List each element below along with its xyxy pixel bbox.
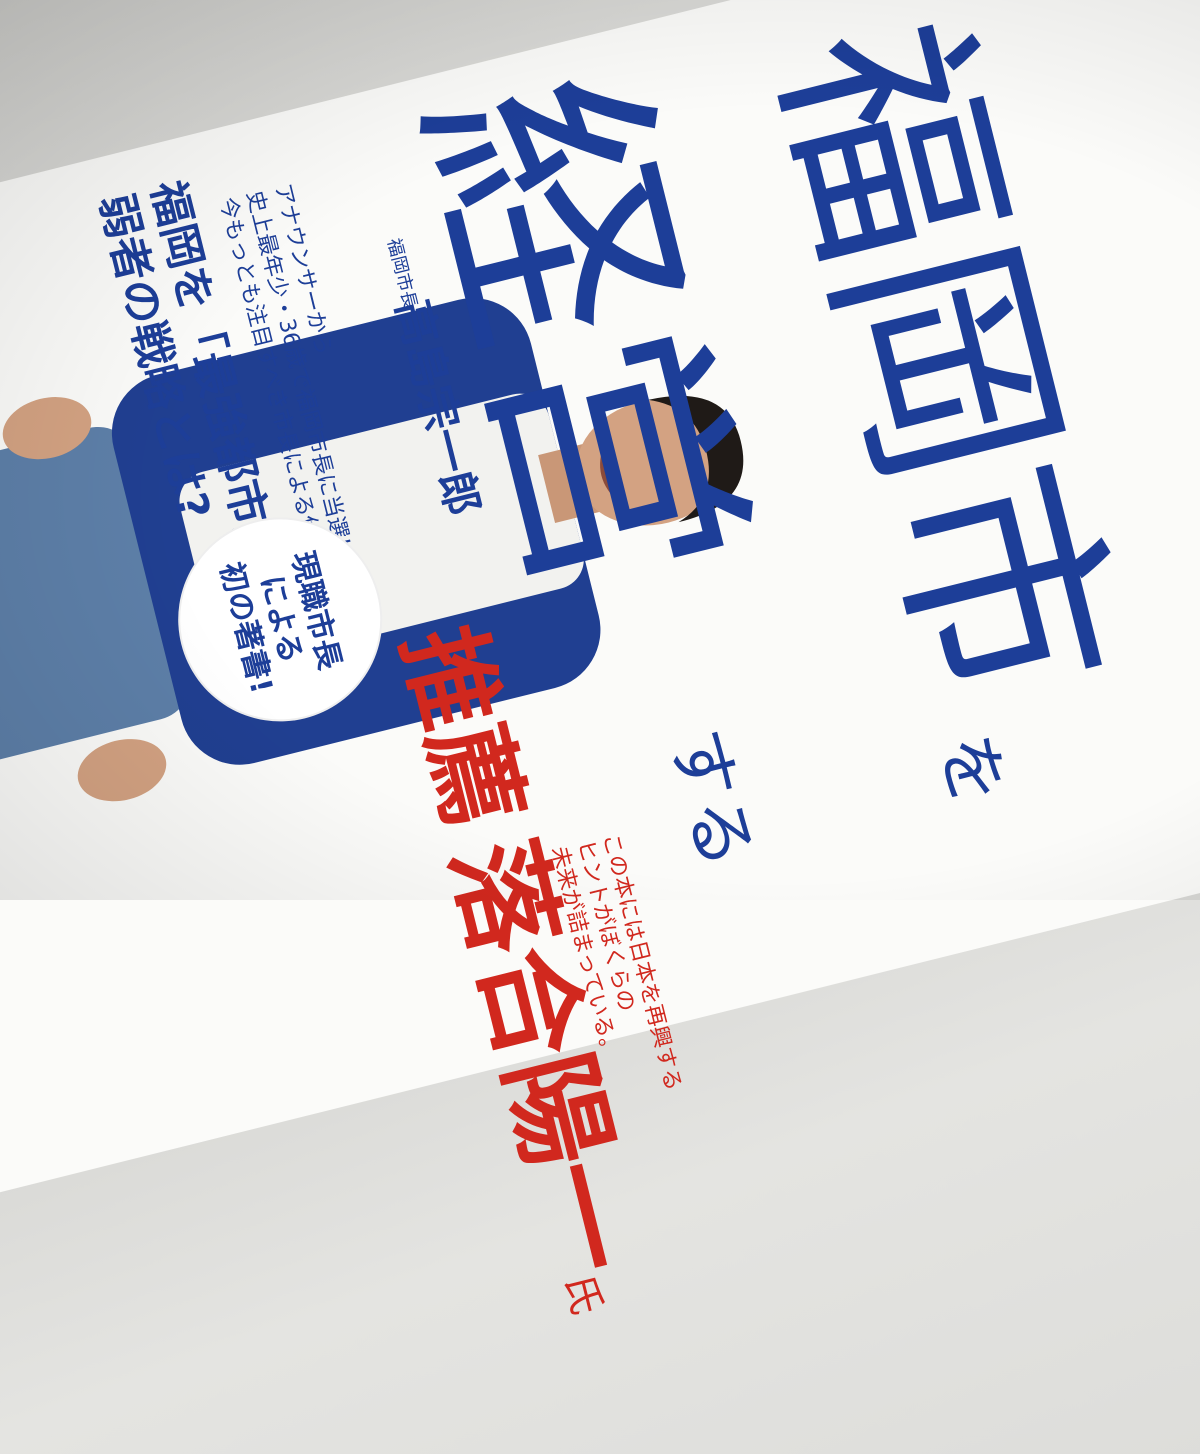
hair	[648, 395, 744, 523]
hand	[2, 397, 92, 460]
honorific: 氏	[555, 1269, 610, 1320]
photo: 福岡市 を 経営 する 推薦 落合陽一 氏 この本には日本を再興する ヒントがぼ…	[0, 0, 1200, 1319]
book-cover: 福岡市 を 経営 する 推薦 落合陽一 氏 この本には日本を再興する ヒントがぼ…	[0, 0, 1156, 1320]
smile	[600, 442, 624, 504]
hand	[77, 739, 167, 802]
jeans	[0, 426, 192, 762]
